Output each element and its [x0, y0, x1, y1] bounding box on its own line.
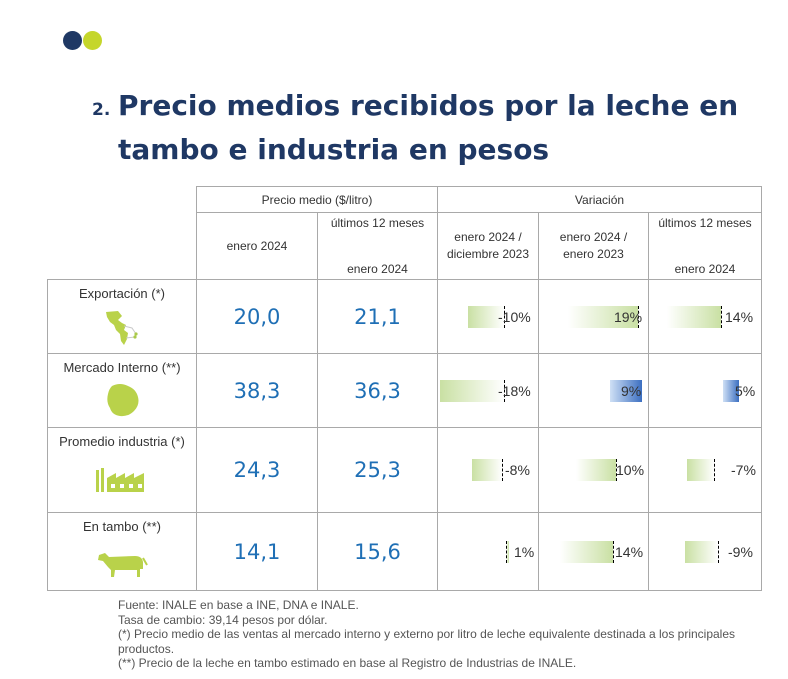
variation-bar — [687, 459, 714, 481]
group-header-price: Precio medio ($/litro) — [196, 186, 438, 213]
variation-bar — [610, 379, 642, 402]
variation-value: 9% — [621, 382, 642, 399]
var-cell: -7% — [648, 427, 762, 513]
variation-value: -10% — [498, 308, 531, 325]
table-row: En tambo (**) 14,1 15,6 1% 14% — [47, 512, 762, 591]
row-label: En tambo (**) — [82, 519, 162, 534]
page-title: Precio medios recibidos por la leche en … — [118, 89, 739, 166]
variation-value: 19% — [614, 308, 643, 325]
variation-value: -9% — [728, 543, 753, 560]
row-label-cell: Promedio industria (*) — [47, 427, 197, 513]
zero-axis — [721, 305, 722, 328]
table-row: Exportación (*) 20,0 21,1 -10% 19% — [47, 279, 762, 354]
price-jan: 20,0 — [196, 279, 318, 354]
note-source: Fuente: INALE en base a INE, DNA e INALE… — [118, 598, 359, 612]
price-12m: 15,6 — [317, 512, 438, 591]
note-exchange-rate: Tasa de cambio: 39,14 pesos por dólar. — [118, 612, 328, 627]
price-12m: 21,1 — [317, 279, 438, 354]
var-cell: 10% — [538, 427, 649, 513]
zero-axis — [714, 459, 715, 481]
footnotes: Fuente: INALE en base a INE, DNA e INALE… — [118, 598, 778, 671]
price-jan: 14,1 — [196, 512, 318, 591]
variation-value: -7% — [731, 462, 756, 478]
navy-dot-icon — [63, 31, 82, 50]
variation-bar — [667, 305, 721, 328]
uruguay-map-icon — [107, 384, 139, 417]
price-jan: 38,3 — [196, 353, 318, 428]
factory-icon — [96, 468, 144, 492]
note-asterisk: (*) Precio medio de las ventas al mercad… — [118, 627, 736, 656]
variation-value: 5% — [735, 382, 756, 399]
variation-value: -8% — [505, 462, 530, 478]
row-label: Exportación (*) — [79, 286, 165, 301]
row-label-cell: En tambo (**) — [47, 512, 197, 591]
variation-value: -18% — [498, 382, 531, 399]
row-label-cell: Mercado Interno (**) — [47, 353, 197, 428]
variation-bar — [723, 379, 739, 402]
variation-value: 14% — [615, 543, 644, 560]
row-label: Promedio industria (*) — [59, 434, 185, 449]
var-cell: 1% — [437, 512, 539, 591]
variation-value: 1% — [514, 543, 535, 560]
zero-axis — [504, 305, 505, 328]
price-12m: 36,3 — [317, 353, 438, 428]
table-row: Promedio industria (*) 24,3 25,3 -8% 10% — [47, 427, 762, 513]
var-cell: -10% — [437, 279, 539, 354]
var-cell: 5% — [648, 353, 762, 428]
variation-bar — [506, 540, 509, 563]
var-cell: -18% — [437, 353, 539, 428]
var-cell: 9% — [538, 353, 649, 428]
col-header-var-12m: últimos 12 meses enero 2024 — [648, 212, 762, 280]
zero-axis — [502, 459, 503, 481]
col-header-var-dec: enero 2024 /diciembre 2023 — [437, 212, 539, 280]
group-header-variation: Variación — [437, 186, 762, 213]
variation-bar — [685, 540, 718, 563]
variation-bar — [568, 305, 638, 328]
lime-dot-icon — [83, 31, 102, 50]
var-cell: -9% — [648, 512, 762, 591]
var-cell: 19% — [538, 279, 649, 354]
americas-map-icon — [106, 311, 138, 345]
note-double-asterisk: (**) Precio de la leche en tambo estimad… — [118, 656, 577, 670]
section-number: 2. — [92, 100, 111, 120]
zero-axis — [718, 540, 719, 563]
col-header-jan: enero 2024 — [196, 212, 318, 280]
var-cell: 14% — [648, 279, 762, 354]
price-12m: 25,3 — [317, 427, 438, 513]
price-jan: 24,3 — [196, 427, 318, 513]
var-cell: -8% — [437, 427, 539, 513]
zero-axis — [613, 540, 614, 563]
var-cell: 14% — [538, 512, 649, 591]
row-label: Mercado Interno (**) — [63, 360, 181, 375]
col-header-var-jan: enero 2024 /enero 2023 — [538, 212, 649, 280]
variation-bar — [472, 459, 502, 481]
variation-bar — [440, 379, 504, 402]
variation-bar — [560, 540, 613, 563]
price-table: Precio medio ($/litro) Variación enero 2… — [47, 186, 762, 591]
cow-icon — [98, 553, 148, 577]
zero-axis — [616, 459, 617, 481]
variation-value: 10% — [616, 462, 645, 478]
col-header-12m: últimos 12 meses enero 2024 — [317, 212, 438, 280]
row-label-cell: Exportación (*) — [47, 279, 197, 354]
variation-bar — [468, 305, 504, 328]
variation-value: 14% — [725, 308, 754, 325]
table-corner — [47, 186, 197, 280]
table-row: Mercado Interno (**) 38,3 36,3 -18% 9% 5… — [47, 353, 762, 428]
zero-axis — [504, 379, 505, 402]
zero-axis — [506, 540, 507, 563]
zero-axis — [638, 305, 639, 328]
variation-bar — [576, 459, 616, 481]
